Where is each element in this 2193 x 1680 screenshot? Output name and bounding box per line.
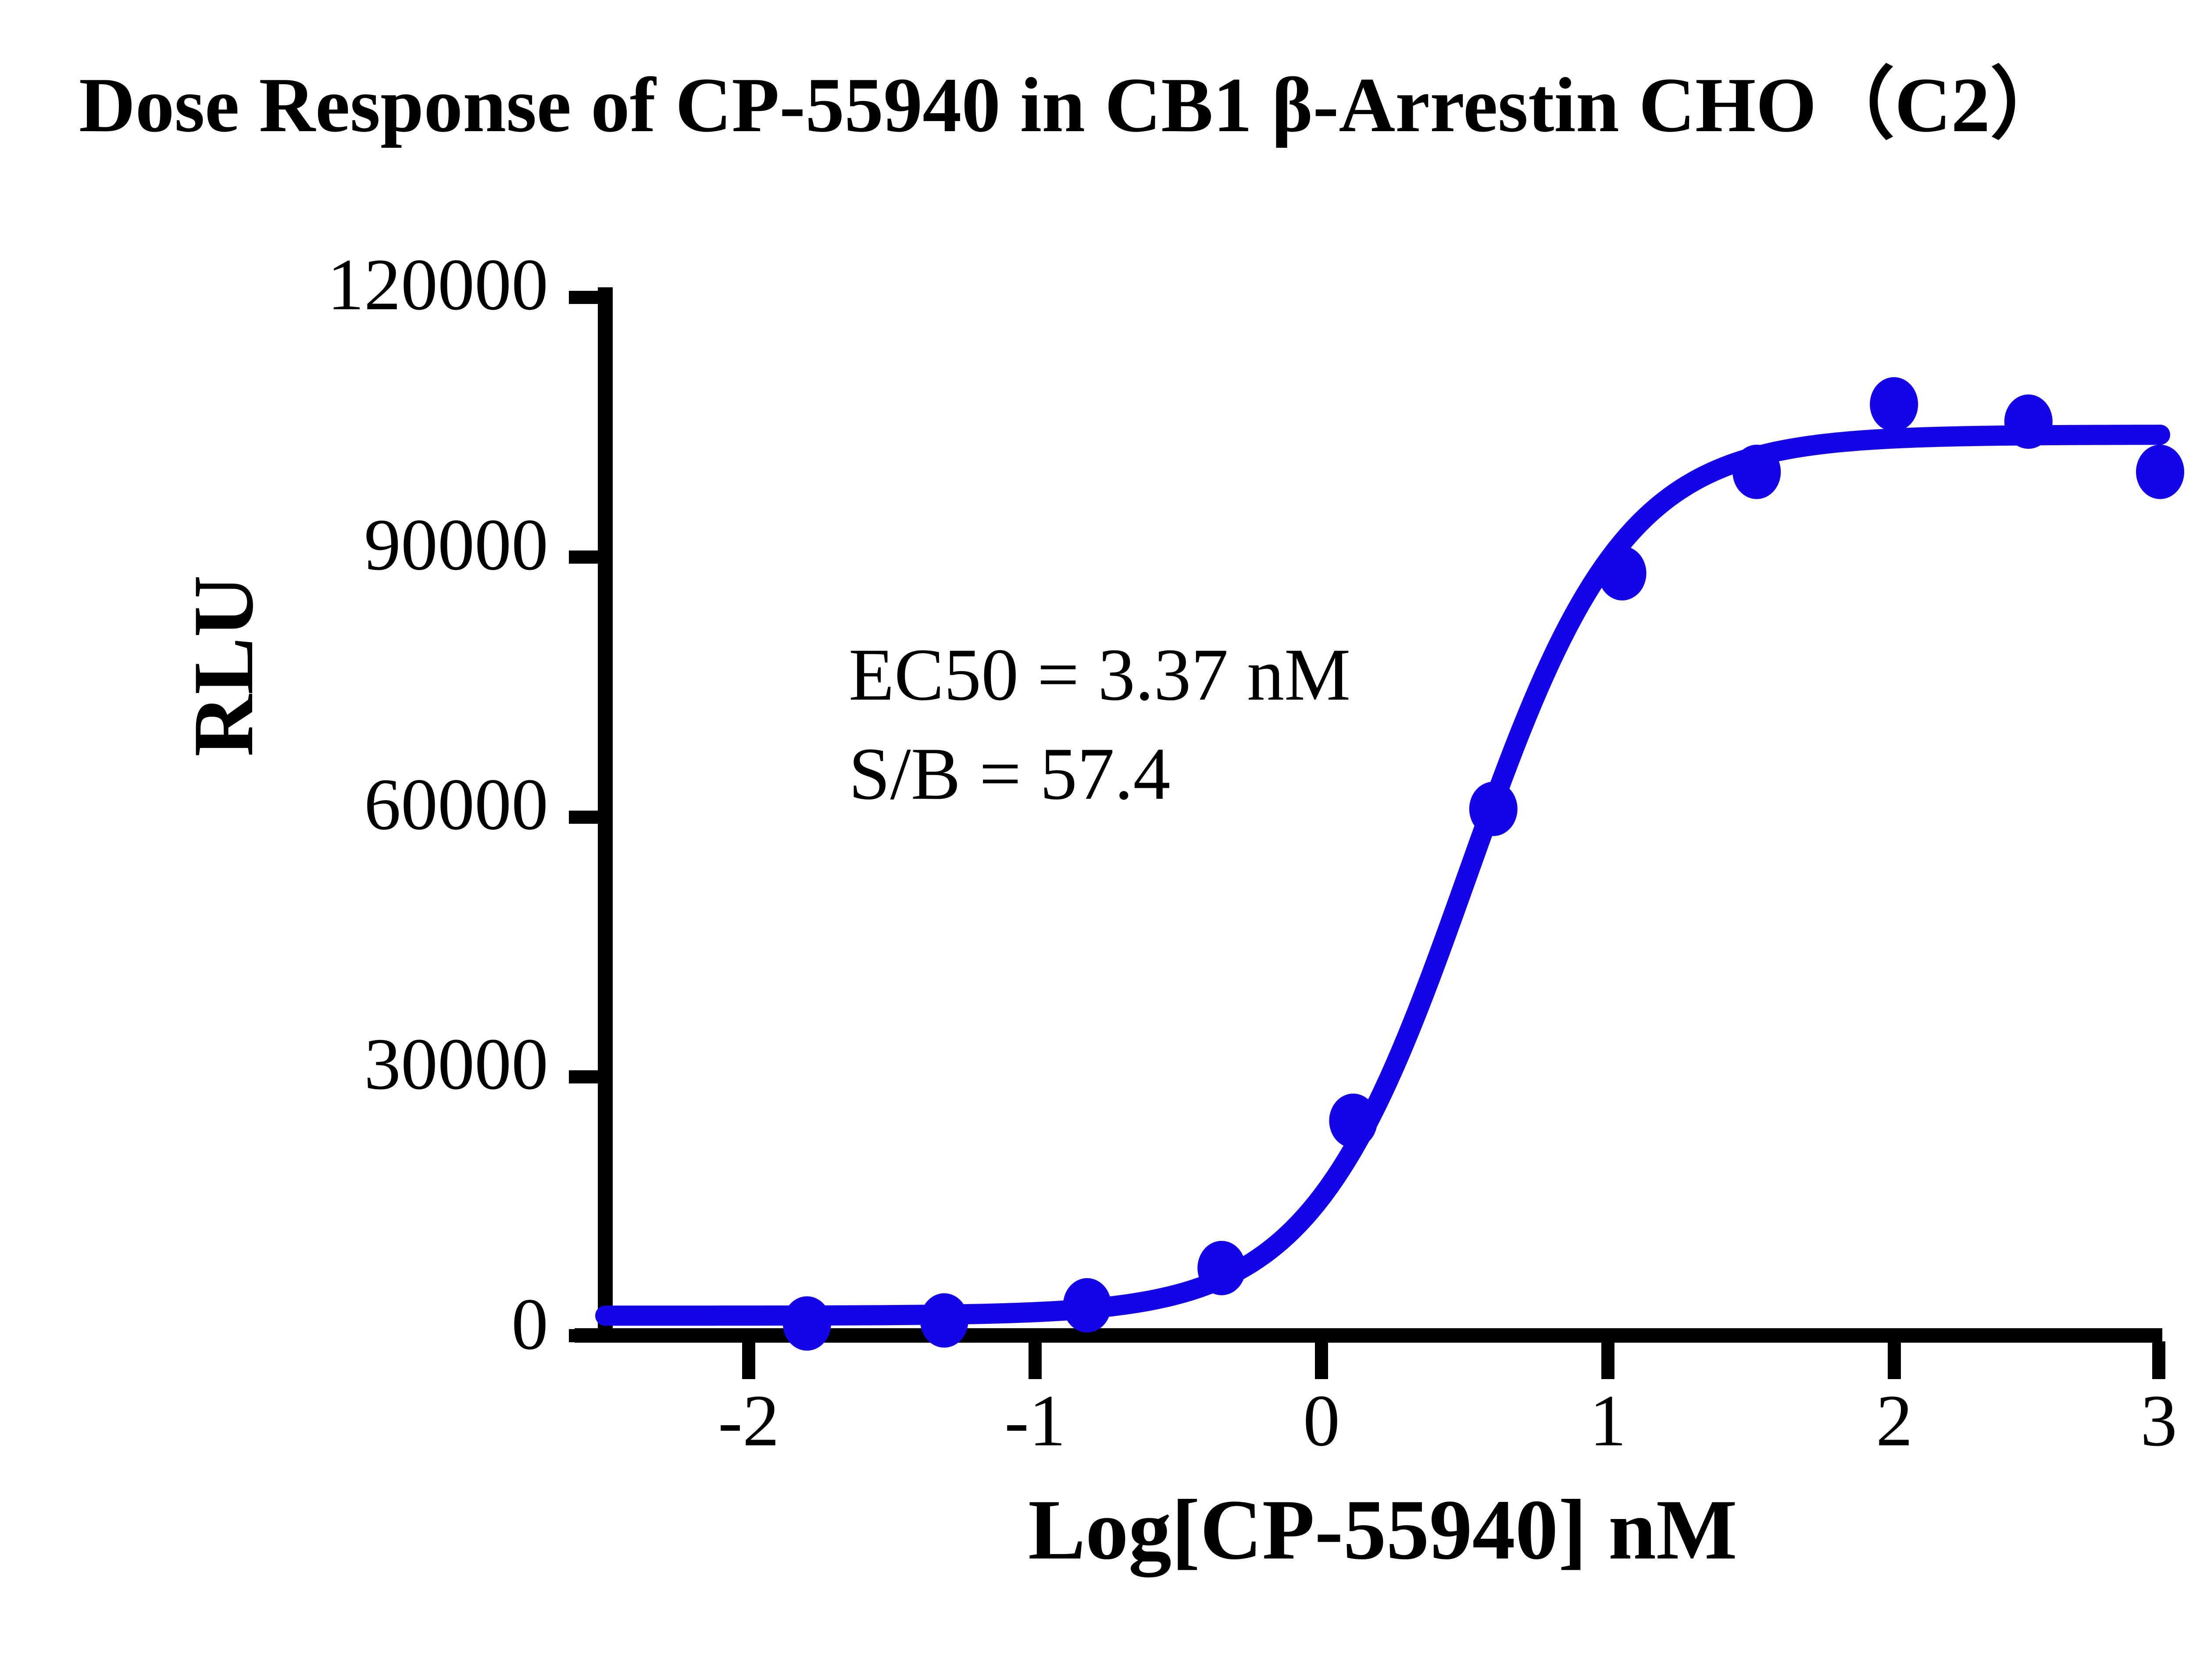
y-tick-label-120000: 120000 — [327, 244, 548, 325]
y-tick-mark-60000 — [569, 811, 602, 824]
data-point — [2136, 444, 2184, 499]
y-tick-mark-30000 — [569, 1070, 602, 1083]
x-tick-label-0: 0 — [1303, 1380, 1340, 1462]
data-point — [1598, 546, 1647, 601]
chart-title: Dose Response of CP-55940 in CB1 β-Arres… — [79, 61, 2068, 148]
x-axis-line — [575, 1328, 2162, 1343]
data-point — [1329, 1094, 1378, 1148]
x-tick-label-neg2: -2 — [718, 1380, 779, 1462]
y-tick-label-60000: 60000 — [364, 764, 548, 845]
y-tick-label-90000: 90000 — [364, 504, 548, 586]
y-tick-mark-120000 — [569, 291, 602, 304]
y-tick-mark-90000 — [569, 550, 602, 564]
data-point — [1870, 377, 1918, 432]
y-axis-title: RLU — [176, 575, 271, 757]
y-tick-label-0: 0 — [511, 1283, 548, 1365]
x-tick-mark-0 — [1315, 1341, 1328, 1379]
x-axis-title: Log[CP-55940] nM — [1028, 1482, 1737, 1577]
x-tick-mark-2 — [1888, 1341, 1901, 1379]
y-tick-mark-0 — [569, 1329, 602, 1342]
plot-annotations: EC50 = 3.37 nM S/B = 57.4 — [849, 625, 1350, 823]
annotation-ec50: EC50 = 3.37 nM — [849, 633, 1351, 716]
data-point — [1732, 444, 1781, 499]
data-point — [1197, 1240, 1246, 1295]
x-tick-label-3: 3 — [2140, 1380, 2177, 1462]
x-tick-mark-3 — [2152, 1341, 2165, 1379]
data-point — [1063, 1278, 1111, 1333]
x-tick-label-2: 2 — [1876, 1380, 1913, 1462]
data-point-group — [782, 377, 2184, 1351]
y-tick-label-30000: 30000 — [364, 1023, 548, 1105]
fit-curve — [595, 425, 2170, 1326]
annotation-sb: S/B = 57.4 — [849, 733, 1171, 815]
data-point — [2004, 394, 2053, 449]
x-tick-mark-neg1 — [1029, 1341, 1042, 1379]
data-point — [1469, 782, 1518, 836]
x-tick-mark-neg2 — [742, 1341, 755, 1379]
x-tick-label-neg1: -1 — [1004, 1380, 1066, 1462]
x-tick-label-1: 1 — [1589, 1380, 1626, 1462]
x-tick-mark-1 — [1601, 1341, 1614, 1379]
